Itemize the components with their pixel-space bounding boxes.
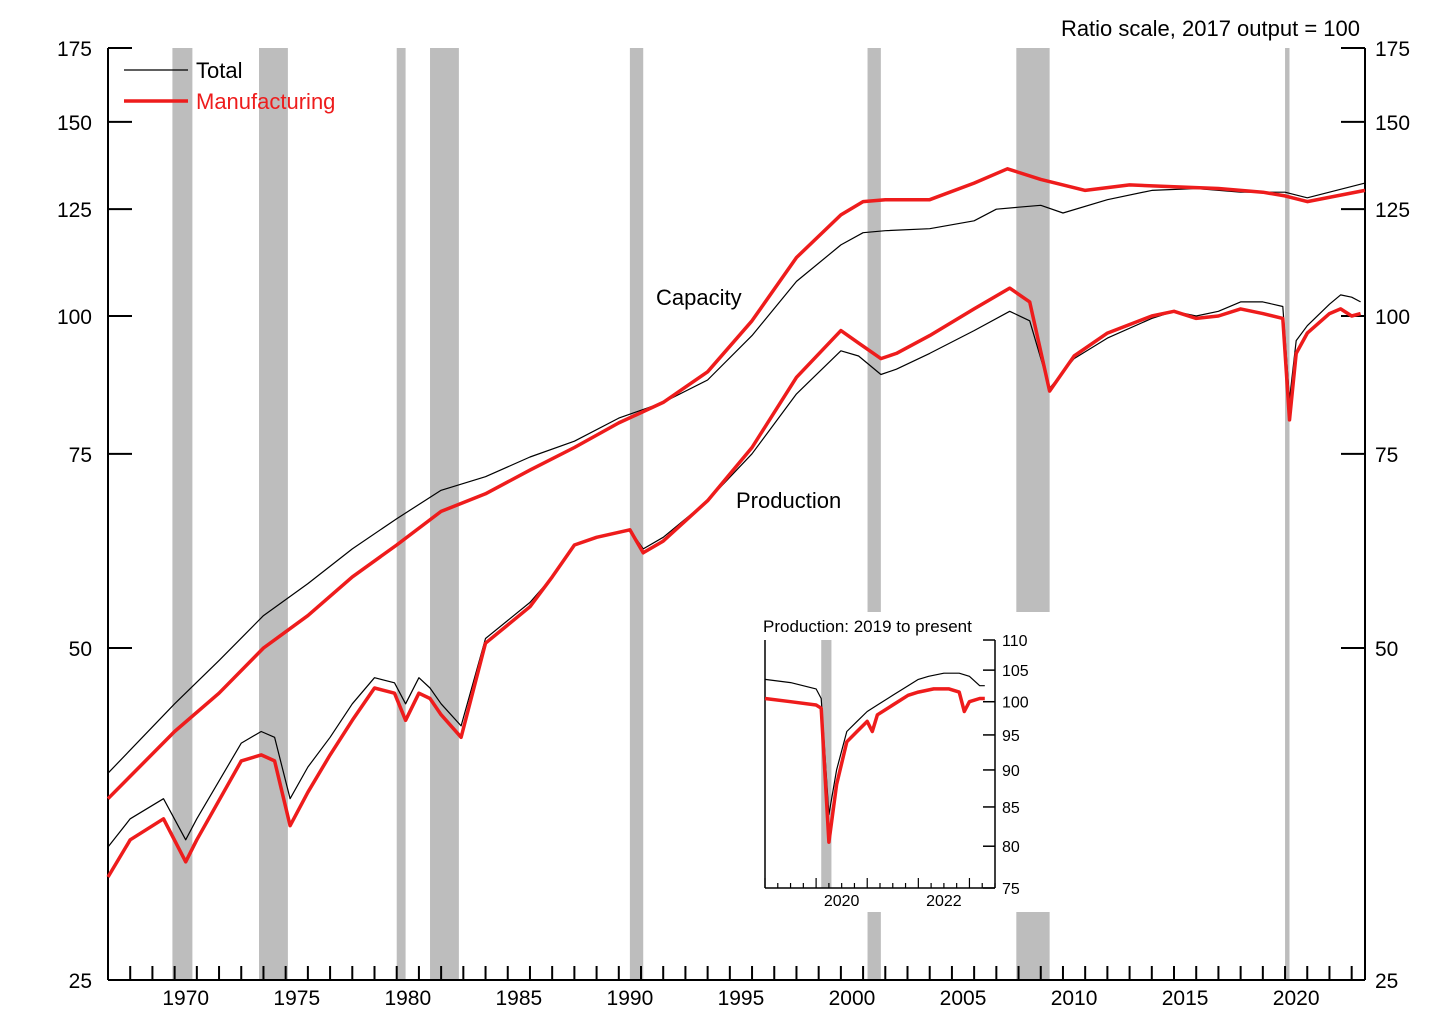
recession-band — [1285, 48, 1290, 980]
x-tick-label: 1990 — [607, 987, 654, 1010]
x-tick-label: 1975 — [273, 987, 320, 1010]
y-tick-label-left: 75 — [69, 444, 92, 467]
y-tick-label-right: 25 — [1375, 970, 1398, 993]
y-tick-label-left: 150 — [57, 112, 92, 135]
recession-band — [867, 910, 881, 980]
y-tick-label-left: 125 — [57, 199, 92, 222]
inset-chart: Production: 2019 to present 75 80 85 90 95 100… — [755, 612, 1055, 912]
inset-y-tick-label: 110 — [1002, 633, 1028, 650]
recession-band — [396, 48, 406, 980]
inset-x-tick-label: 2020 — [824, 893, 860, 910]
y-tick-label-right: 125 — [1375, 199, 1410, 222]
main-axes: 25 25 50 50 75 75 100 100 125 125 150 150 175 175 1970… — [57, 38, 1410, 1010]
manufacturing-capacity-line — [106, 167, 1366, 800]
y-tick-label-right: 100 — [1375, 306, 1410, 329]
x-tick-label: 1970 — [162, 987, 209, 1010]
main-series — [106, 167, 1366, 878]
x-tick-label: 1995 — [718, 987, 765, 1010]
total-production-line — [107, 294, 1361, 848]
x-tick-label: 1985 — [495, 987, 542, 1010]
y-tick-label-right: 150 — [1375, 112, 1410, 135]
inset-y-tick-label: 95 — [1002, 728, 1020, 745]
inset-y-tick-label: 75 — [1002, 881, 1020, 898]
recession-band — [259, 48, 288, 980]
x-tick-label: 2010 — [1051, 987, 1098, 1010]
x-tick-label: 2005 — [940, 987, 987, 1010]
y-tick-label-left: 175 — [57, 38, 92, 61]
y-tick-label-right: 75 — [1375, 444, 1398, 467]
recession-band — [867, 48, 881, 612]
inset-y-tick-label: 85 — [1002, 800, 1020, 817]
annotations: Ratio scale, 2017 output = 100 Capacity … — [656, 16, 1360, 513]
recession-bands — [172, 48, 1290, 980]
inset-title: Production: 2019 to present — [763, 617, 972, 636]
recession-band — [629, 48, 644, 980]
legend-label-total: Total — [196, 58, 242, 83]
x-tick-label: 2015 — [1162, 987, 1209, 1010]
recession-band — [172, 48, 193, 980]
annotation-production: Production — [736, 488, 841, 513]
manufacturing-production-line — [106, 286, 1362, 878]
inset-y-tick-label: 105 — [1002, 663, 1029, 680]
inset-total-line — [764, 672, 985, 816]
x-tick-label: 2020 — [1273, 987, 1320, 1010]
y-tick-label-left: 50 — [69, 638, 92, 661]
inset-recession-band — [821, 640, 832, 888]
y-tick-label-left: 25 — [69, 970, 92, 993]
scale-note: Ratio scale, 2017 output = 100 — [1061, 16, 1360, 41]
inset-x-tick-label: 2022 — [926, 893, 962, 910]
x-tick-label: 1980 — [384, 987, 431, 1010]
inset-manufacturing-line — [764, 687, 985, 844]
inset-y-tick-label: 80 — [1002, 839, 1020, 856]
inset-y-tick-label: 100 — [1002, 695, 1029, 712]
inset-y-tick-label: 90 — [1002, 763, 1020, 780]
inset-background — [755, 612, 1055, 912]
total-capacity-line — [107, 182, 1366, 774]
annotation-capacity: Capacity — [656, 285, 742, 310]
y-tick-label-right: 50 — [1375, 638, 1398, 661]
x-tick-label: 2000 — [829, 987, 876, 1010]
legend-label-manufacturing: Manufacturing — [196, 89, 335, 114]
y-tick-label-right: 175 — [1375, 38, 1410, 61]
y-tick-label-left: 100 — [57, 306, 92, 329]
recession-band — [430, 48, 459, 980]
legend: Total Manufacturing — [124, 58, 335, 114]
